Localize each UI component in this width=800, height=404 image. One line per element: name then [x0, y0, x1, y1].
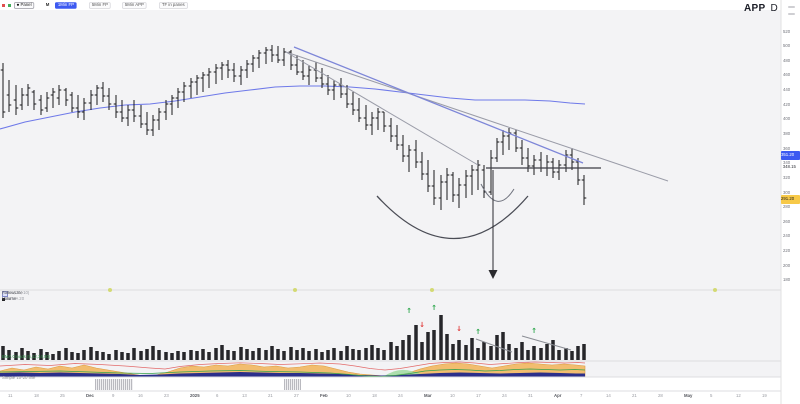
- time-tick-label: Dec: [86, 394, 94, 399]
- price-tick-label: 340: [783, 161, 791, 166]
- price-tick-label: 300: [783, 191, 791, 196]
- sell-signal-arrow-icon: ↓: [456, 325, 462, 333]
- time-tick-label: 2025: [190, 394, 200, 399]
- volume-ma-label: · Vol MA 20: [2, 296, 25, 301]
- time-tick-label: 12: [736, 394, 741, 399]
- volume-legend[interactable]: Volume · Vol MA 20: [2, 297, 24, 301]
- price-tick-label: 280: [783, 205, 791, 210]
- time-tick-label: 6: [216, 394, 219, 399]
- price-tick-label: 400: [783, 117, 791, 122]
- time-tick-label: 23: [164, 394, 169, 399]
- price-tick-label: 520: [783, 30, 791, 35]
- time-tick-label: Apr: [554, 394, 562, 399]
- price-tick-label: 320: [783, 176, 791, 181]
- time-tick-label: 13: [242, 394, 247, 399]
- price-tick-label: 460: [783, 73, 791, 78]
- toolbar-pill-0[interactable]: Panel: [14, 2, 35, 9]
- last-price-value: 291.20: [781, 196, 795, 201]
- indicator-icon: [2, 291, 8, 297]
- time-tick-label: May: [684, 394, 693, 399]
- level-price-label: 348.15: [782, 165, 797, 170]
- toolbar-pill-5[interactable]: TF in panes: [159, 2, 188, 9]
- price-tick-label: 260: [783, 220, 791, 225]
- time-tick-label: 10: [450, 394, 455, 399]
- price-tick-label: 360: [783, 147, 791, 152]
- time-tick-label: 24: [502, 394, 507, 399]
- buy-signal-arrow-icon: ↑: [475, 328, 481, 336]
- buy-signal-arrow-icon: ↑: [406, 307, 412, 315]
- green-square-icon[interactable]: [8, 4, 11, 7]
- time-tick-label: Mar: [424, 394, 432, 399]
- volume-swatch-icon: [2, 298, 5, 301]
- dot-icon: [16, 3, 20, 6]
- hatch-block: [95, 379, 133, 390]
- time-tick-label: 18: [34, 394, 39, 399]
- price-tick-label: 200: [783, 264, 791, 269]
- time-tick-label: 25: [60, 394, 65, 399]
- price-tick-label: 180: [783, 278, 791, 283]
- price-tick-label: 440: [783, 88, 791, 93]
- pane-control-icon[interactable]: [788, 13, 795, 15]
- time-tick-label: 19: [762, 394, 767, 399]
- volume-legend-title: Volume: [2, 296, 17, 301]
- top-toolbar: Panel M 1Min FP 5Min FP 5Min APP TF in panes: [2, 1, 199, 10]
- price-tick-label: 380: [783, 132, 791, 137]
- toolbar-pill-3[interactable]: 5Min FP: [88, 2, 111, 9]
- time-tick-label: 18: [372, 394, 377, 399]
- time-tick-label: 7: [580, 394, 583, 399]
- time-tick-label: 16: [138, 394, 143, 399]
- hatch-block: [284, 379, 301, 390]
- indicator-price-value: 351.20: [781, 152, 795, 157]
- sell-signal-arrow-icon: ↓: [419, 321, 425, 329]
- time-tick-label: 5: [710, 394, 713, 399]
- price-tick-label: 480: [783, 59, 791, 64]
- toolbar-pill-2[interactable]: 1Min FP: [55, 2, 78, 9]
- time-tick-label: 27: [294, 394, 299, 399]
- price-tick-label: 220: [783, 249, 791, 254]
- time-tick-label: 28: [658, 394, 663, 399]
- time-tick-label: 21: [632, 394, 637, 399]
- pane-control-icon[interactable]: [788, 6, 795, 8]
- indicator-price-badge: 351.20: [781, 151, 800, 160]
- price-tick-label: 420: [783, 103, 791, 108]
- ema-clouds-legend-text: EMA Clouds (5,12,34,50): [2, 355, 51, 360]
- red-square-icon[interactable]: [2, 4, 5, 7]
- followline-legend-title: FollowLine: [2, 291, 23, 296]
- strip-legend-text: Simple 10-20 line: [2, 376, 36, 381]
- buy-signal-arrow-icon: ↑: [531, 327, 537, 335]
- time-tick-label: 14: [606, 394, 611, 399]
- followline-legend[interactable]: FollowLine (close, 21, 10): [2, 291, 29, 297]
- buy-signal-arrow-icon: ↑: [431, 304, 437, 312]
- toolbar-pill-1[interactable]: M: [46, 2, 50, 8]
- symbol-watermark: APP D: [744, 3, 778, 14]
- last-price-badge: 291.20: [781, 195, 800, 204]
- price-tick-label: 500: [783, 44, 791, 49]
- time-tick-label: 17: [476, 394, 481, 399]
- symbol-interval: D: [770, 3, 778, 14]
- time-tick-label: 9: [112, 394, 115, 399]
- toolbar-pill-4[interactable]: 5Min APP: [122, 2, 147, 9]
- followline-legend-params: (close, 21, 10): [2, 291, 30, 296]
- symbol-ticker: APP: [744, 3, 766, 14]
- time-tick-label: 21: [268, 394, 273, 399]
- time-tick-label: 24: [398, 394, 403, 399]
- time-tick-label: 10: [346, 394, 351, 399]
- time-tick-label: 31: [528, 394, 533, 399]
- price-tick-label: 240: [783, 234, 791, 239]
- time-tick-label: 11: [8, 394, 13, 399]
- time-tick-label: Feb: [320, 394, 328, 399]
